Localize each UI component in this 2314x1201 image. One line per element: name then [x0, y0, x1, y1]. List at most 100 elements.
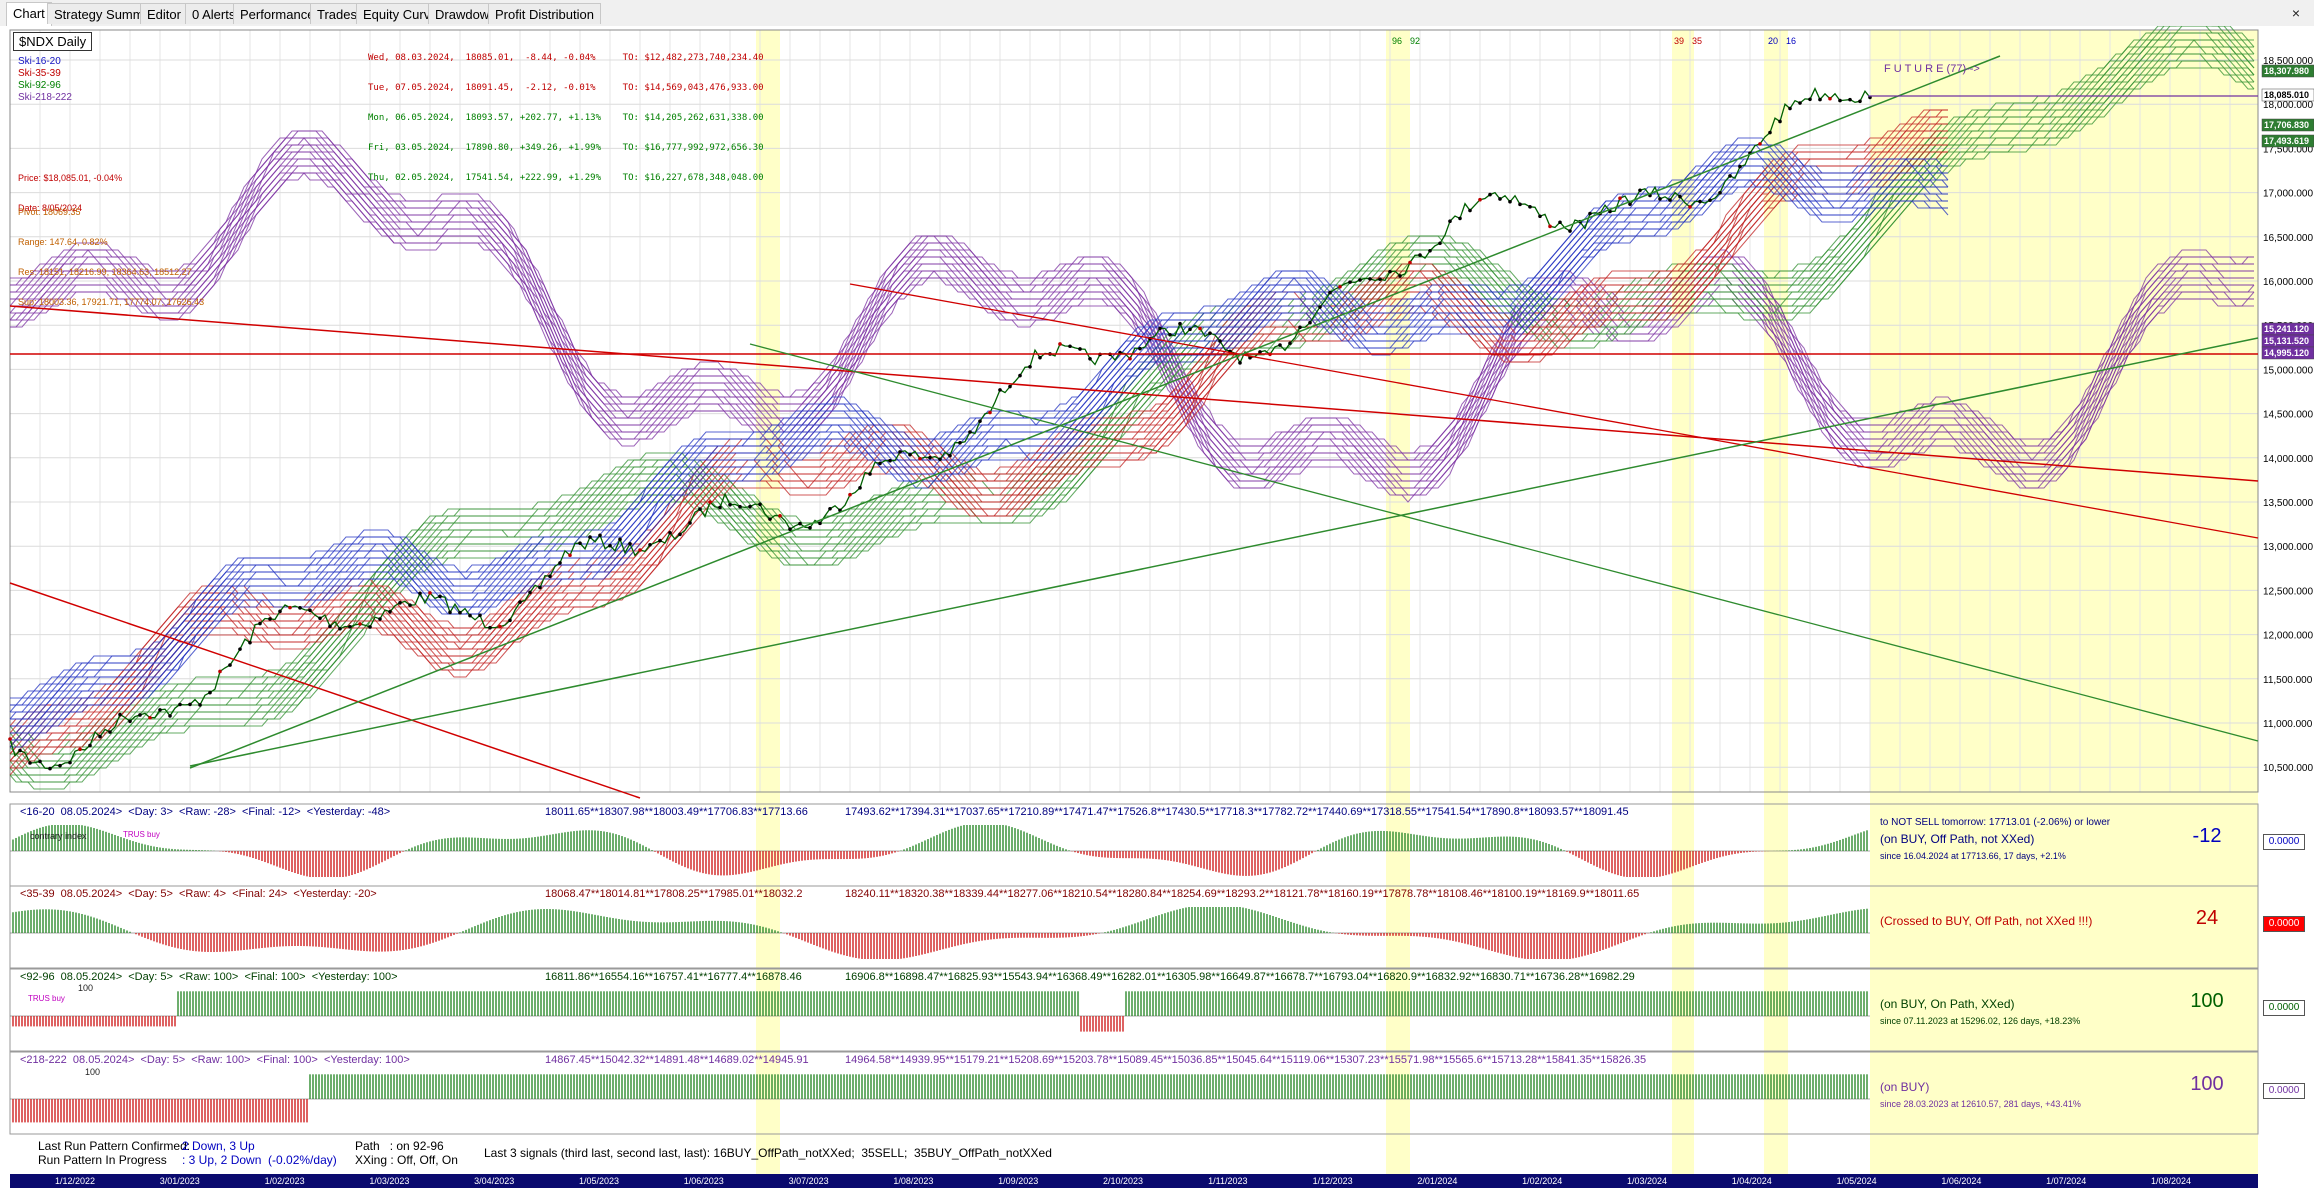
price-point [518, 600, 522, 604]
date-axis-label: 1/12/2022 [55, 1176, 95, 1186]
price-axis-label: 12,500.000 [2263, 586, 2313, 597]
price-point [638, 548, 642, 552]
price-point [1378, 277, 1382, 281]
price-point [1368, 277, 1372, 281]
price-point [18, 748, 22, 753]
price-axis-label: 11,000.000 [2263, 719, 2313, 730]
price-point [628, 541, 632, 546]
price-point [588, 535, 592, 539]
price-point [998, 388, 1002, 392]
price-point [118, 712, 122, 717]
pane-frame [9, 968, 2259, 1052]
price-point [1178, 321, 1182, 326]
price-tag: 14,995.120 [2264, 348, 2309, 358]
trendline-green [189, 337, 2259, 767]
price-point [458, 610, 462, 615]
date-axis-label: 1/09/2023 [998, 1176, 1038, 1186]
price-info-line: Date: 8/05/2024 [18, 203, 83, 213]
price-point [198, 703, 202, 707]
tab-editor[interactable]: Editor [140, 3, 188, 24]
price-point [1078, 347, 1082, 351]
price-point [1858, 99, 1862, 104]
tab-bar: Chart Strategy Summary Editor 0 Alerts P… [0, 0, 2314, 27]
price-tag-bg [2261, 118, 2314, 132]
future-label: F U T U R E (77)--> [1884, 63, 1980, 75]
price-point [1188, 327, 1192, 332]
price-point [848, 492, 852, 497]
price-point [548, 574, 552, 579]
price-point [1638, 188, 1642, 193]
trendline-green [189, 55, 2001, 769]
close-icon[interactable]: × [2291, 5, 2301, 21]
price-point [868, 472, 872, 476]
highlight-band [1870, 30, 2258, 1178]
price-point [1628, 202, 1632, 206]
price-point [1138, 346, 1142, 351]
pivot-line: Pivot: 18069.35 [18, 207, 81, 217]
tab-performance[interactable]: Performance [233, 3, 322, 24]
chart-canvas[interactable]: 18,500.000 18,000.000 17,500.000 17,000.000… [0, 26, 2314, 1201]
ribbon-purple [9, 158, 2254, 482]
price-point [1798, 101, 1802, 105]
price-point [798, 521, 802, 526]
price-point [778, 514, 782, 518]
tab-alerts[interactable]: 0 Alerts [185, 3, 243, 24]
price-point [1728, 174, 1732, 178]
price-point [958, 441, 962, 445]
tab-chart[interactable]: Chart [6, 2, 52, 26]
pane-16-20-values-b: 17493.62**17394.31**17037.65**17210.89**… [845, 806, 1629, 818]
path-status: Path : on 92-96 [355, 1139, 444, 1153]
tab-drawdown[interactable]: Drawdown [428, 3, 504, 24]
ribbon-blue [10, 172, 1948, 734]
price-point [1468, 208, 1472, 213]
price-point [1458, 216, 1462, 221]
price-point [988, 410, 992, 415]
price-point [598, 533, 602, 538]
trendline-green [749, 343, 2259, 742]
price-point [1808, 97, 1812, 102]
tab-equity-curve[interactable]: Equity Curve [356, 3, 445, 24]
price-point [1848, 97, 1852, 102]
price-point [898, 450, 902, 454]
sup-line: Sup: 18003.36, 17921.71, 17774.07, 17626… [18, 297, 205, 307]
price-point [658, 538, 662, 543]
price-point [818, 521, 822, 526]
date-axis-label: 1/02/2023 [265, 1176, 305, 1186]
price-point [148, 715, 152, 720]
top-marker: 20 [1768, 36, 1778, 46]
tab-trades[interactable]: Trades [310, 3, 364, 24]
price-axis-label: 16,000.000 [2263, 277, 2313, 288]
price-axis-label: 17,000.000 [2263, 189, 2313, 200]
date-axis-label: 2/01/2024 [1417, 1176, 1457, 1186]
pivot-info: Pivot: 18069.35 Range: 147.64, 0.82% Res… [18, 187, 204, 317]
pane-35-39-value: 0.0000 [2263, 916, 2305, 932]
price-point [558, 561, 562, 565]
run-pattern-progress-value: : 3 Up, 2 Down (-0.02%/day) [182, 1153, 337, 1167]
price-point [1088, 356, 1092, 361]
run-pattern-confirmed-label: Last Run Pattern Confirmed: [38, 1139, 191, 1153]
pane-16-20-status-1: to NOT SELL tomorrow: 17713.01 (-2.06%) … [1880, 817, 2111, 828]
tab-profit-distribution[interactable]: Profit Distribution [488, 3, 601, 24]
highlight-band [1672, 30, 1694, 1178]
price-point [948, 453, 952, 458]
tab-strategy-summary[interactable]: Strategy Summary [47, 3, 169, 24]
price-point [378, 617, 382, 621]
price-point [538, 585, 542, 590]
price-point [418, 591, 422, 596]
price-point [1158, 326, 1162, 331]
trendline-red [9, 305, 2259, 482]
price-axis-label: 18,500.000 [2263, 56, 2313, 67]
price-point [1758, 142, 1762, 146]
price-point [978, 419, 982, 423]
date-axis-label: 1/05/2024 [1837, 1176, 1877, 1186]
price-point [168, 714, 172, 718]
price-point [1478, 197, 1482, 202]
pane-35-39-values-a: 18068.47**18014.81**17808.25**17985.01**… [545, 888, 803, 900]
pane-218-222-final: 100 [2190, 1073, 2224, 1095]
pane-92-96-status-1: (on BUY, On Path, XXed) [1880, 997, 2015, 1011]
price-point [1658, 197, 1662, 201]
price-point [298, 606, 302, 610]
price-point [1838, 98, 1842, 103]
price-point [48, 766, 52, 771]
date-axis-label: 1/07/2024 [2046, 1176, 2086, 1186]
